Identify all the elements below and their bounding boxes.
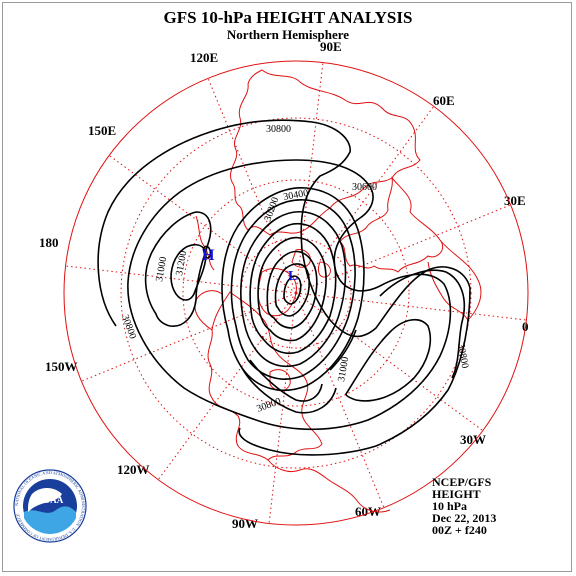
info-block: NCEP/GFS HEIGHT 10 hPa Dec 22, 2013 00Z … [432,476,496,536]
lon-label-150e: 150E [88,123,117,138]
coast-south-america [325,477,391,513]
vortex-contour-7 [274,263,310,317]
lon-label-120e: 120E [190,50,219,65]
vortex-contour-6 [266,250,318,329]
vortex-lobe-2 [241,367,337,414]
lon-label-150w: 150W [45,359,78,374]
lon-label-180: 180 [39,235,59,250]
lon-label-30e: 30E [504,193,526,208]
coast-europe [339,176,444,273]
coast-central-america [267,459,327,479]
contour-label-30800-left: 30800 [119,313,138,340]
high-center-label: H [202,247,215,264]
meridian-90w [268,292,297,525]
outer-boundary-circle [63,60,529,526]
vortex-contour-1 [221,187,365,392]
vortex-lobe-3 [329,329,357,371]
contour-label-30400: 30400 [283,188,310,203]
coast-alaska [194,290,223,331]
map-title: GFS 10-hPa HEIGHT ANALYSIS [163,8,413,27]
contour-31000-left [144,211,212,327]
meridian-120w [157,292,297,481]
info-field: HEIGHT [432,487,481,501]
meridian-90e [295,61,324,294]
coast-africa [427,239,482,321]
coast-north-america [207,291,323,461]
map-frame [2,2,572,572]
info-date: Dec 22, 2013 [432,511,497,525]
latitude-circle-60 [182,179,410,407]
vortex-contour-3 [240,210,347,368]
contour-label-31200: 31200 [174,250,189,277]
noaa-wave-icon [24,506,76,534]
contour-high-ring [202,245,212,259]
lon-label-90w: 90W [232,516,258,531]
vortex-contour-8 [283,275,302,305]
lon-label-60e: 60E [433,93,455,108]
contour-label-31000-right: 31000 [336,356,351,383]
meridian-60e [295,105,435,294]
noaa-logo: NOAA NATIONAL OCEANIC AND ATMOSPHERIC AD… [13,469,87,543]
height-contours [97,119,471,456]
map-subtitle: Northern Hemisphere [226,27,350,42]
vortex-contour-4 [249,222,337,355]
vortex-contour-5 [257,236,327,342]
meridian-60w [295,292,385,509]
latitude-circle-75 [240,237,352,349]
contour-30800-east [379,269,466,379]
info-level: 10 hPa [432,499,468,513]
contour-label-30800-top: 30800 [266,124,291,135]
contour-label-30800-right: 30800 [455,343,470,370]
coastlines [194,69,482,513]
coast-asia [230,69,421,236]
coast-hudson-bay [269,369,291,392]
noaa-bird-icon [28,488,62,512]
info-forecast-time: 00Z + f240 [432,523,487,537]
contour-label-30600-top: 30600 [352,182,377,193]
low-center-label: L [288,269,297,284]
noaa-logo-text: NOAA [37,495,64,505]
lon-label-90e: 90E [320,39,342,54]
coast-japan [195,215,215,271]
contour-31000-right [345,319,432,402]
info-model: NCEP/GFS [432,475,492,489]
graticule [63,60,529,526]
contour-outer-30800 [97,119,471,456]
vortex-lobe-1 [249,359,323,402]
contour-label-30800-bottom: 30800 [255,396,282,415]
latitude-circle-30 [120,117,472,469]
contour-label-31000-left: 31000 [154,256,169,283]
meridian-120e [207,77,297,294]
contour-31200 [170,243,207,301]
